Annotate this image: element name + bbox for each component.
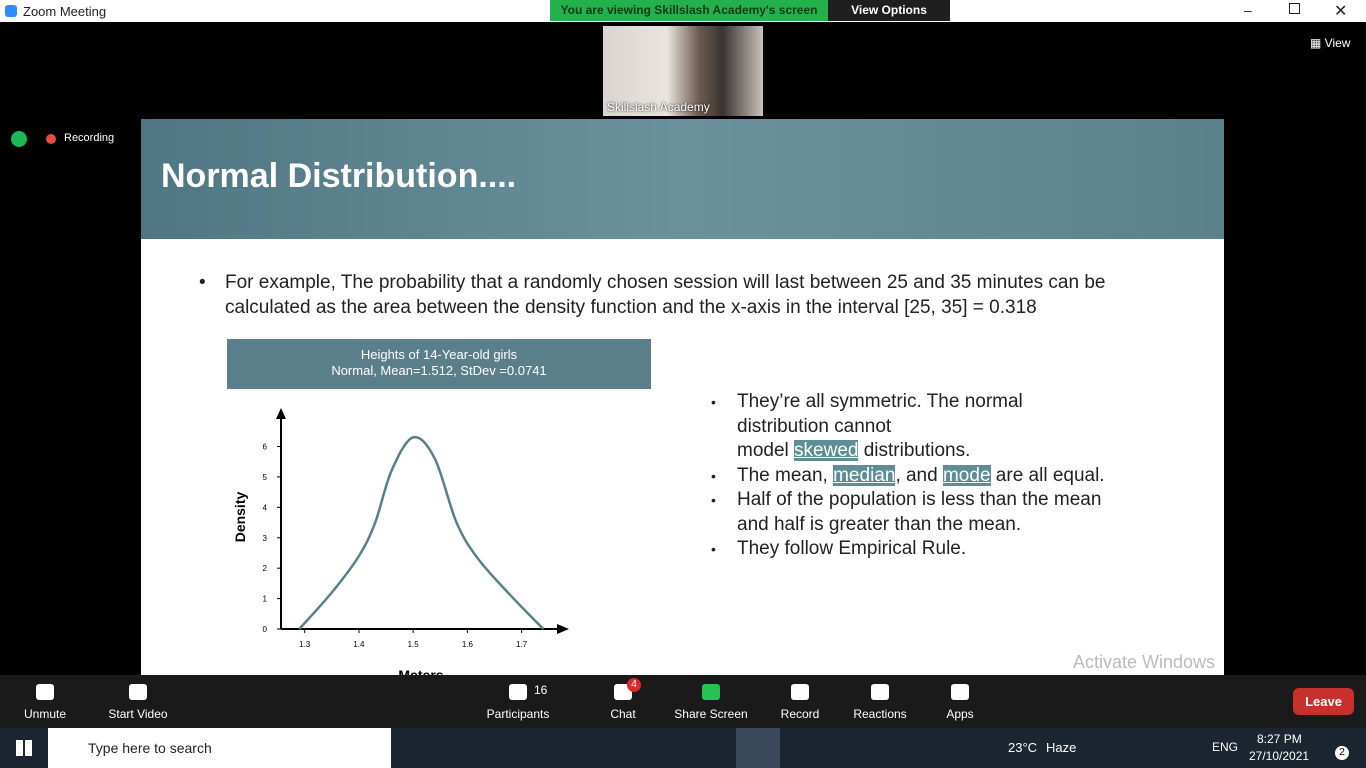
taskbar: Type here to search 23°C Haze ENG 8:27 P… (0, 728, 1366, 768)
highlighted-term: skewed (794, 440, 859, 461)
window-title: Zoom Meeting (23, 4, 107, 19)
button-icon (791, 684, 809, 700)
highlighted-term: median (833, 464, 896, 486)
button-label: Chat (610, 707, 636, 721)
point-text: They’re all symmetric. The normal distri… (737, 391, 1023, 461)
slide-header: Normal Distribution.... (141, 119, 1224, 239)
button-icon (702, 684, 720, 700)
button-icon (36, 684, 54, 700)
button-label: Share Screen (674, 707, 748, 721)
button-label: Record (780, 707, 820, 721)
toolbar-button[interactable]: Participants (473, 681, 563, 727)
x-tick-label: 1.6 (462, 640, 474, 649)
point: • Half of the population is less than the… (711, 488, 1171, 537)
button-icon (951, 684, 969, 700)
view-options[interactable]: View Options (828, 0, 950, 21)
search-box[interactable]: Type here to search (48, 728, 391, 768)
toolbar-button[interactable]: Share Screen (666, 681, 756, 727)
video-name: Skillslash Academy (607, 100, 710, 114)
y-tick-label: 2 (263, 564, 268, 573)
y-tick-label: 5 (263, 473, 268, 482)
point-text: They follow Empirical Rule. (737, 538, 967, 559)
y-axis-label: Density (232, 492, 248, 543)
leave-button[interactable]: Leave (1293, 688, 1354, 715)
x-tick-label: 1.5 (408, 640, 420, 649)
point-dot: • (711, 541, 716, 557)
y-tick-label: 6 (263, 443, 268, 452)
x-axis-label: Meters (398, 667, 443, 675)
highlighted-term: mode (942, 464, 991, 486)
bullet-dot: • (199, 272, 206, 293)
slide: Normal Distribution.... • For example, T… (141, 119, 1224, 675)
chart-title: Heights of 14-Year-old girls (360, 347, 518, 362)
toolbar-button[interactable]: Unmute (0, 681, 90, 727)
toolbar-button[interactable]: Apps (915, 681, 1005, 727)
toolbar-button[interactable]: Start Video (93, 681, 183, 727)
recording-label: Recording (64, 132, 115, 144)
participant-count: 16 (534, 683, 548, 697)
toolbar: Unmute Start Video Participants Chat Share S… (0, 675, 1366, 728)
point: • The mean, median, and mode are all equa… (711, 464, 1171, 489)
video-tile: Skillslash Academy (603, 26, 763, 116)
recording-dot (46, 134, 56, 144)
button-label: Reactions (853, 707, 907, 721)
point-text: distributions. (858, 440, 971, 461)
y-tick-label: 3 (263, 534, 268, 543)
clock-date: 27/10/2021 (1249, 749, 1310, 763)
button-label: Participants (486, 707, 550, 721)
point-dot: • (711, 492, 716, 508)
button-icon (871, 684, 889, 700)
notification-badge[interactable]: 2 (1335, 746, 1349, 760)
view-button[interactable]: ▦ View (1310, 36, 1351, 50)
point-dot: • (711, 394, 716, 410)
search-placeholder: Type here to search (88, 740, 212, 756)
chart-subtitle: Normal, Mean=1.512, StDev =0.0741 (331, 363, 547, 378)
chart: 0 1 2 3 4 5 6 1.3 1.4 1.5 1.6 1.7 Density Meters (232, 408, 569, 675)
x-tick-label: 1.3 (299, 640, 311, 649)
density-curve (298, 435, 545, 630)
x-tick-label: 1.4 (353, 640, 365, 649)
y-axis-arrow (276, 408, 286, 419)
point-text: are all equal. (990, 464, 1105, 486)
button-label: Unmute (23, 707, 67, 721)
chart-header: Heights of 14-Year-old girls Normal, Mea… (227, 339, 651, 389)
x-axis-arrow (557, 624, 569, 634)
close[interactable]: ✕ (1334, 3, 1348, 20)
y-tick-label: 0 (263, 625, 268, 634)
button-icon (509, 684, 527, 700)
point: • They’re all symmetric. The normal distr… (711, 390, 1171, 464)
button-label: Apps (946, 707, 974, 721)
point-dot: • (711, 467, 716, 484)
share-banner: You are viewing Skillslash Academy's scr… (550, 0, 828, 21)
app-icon (5, 5, 17, 17)
view-label: View (1324, 36, 1351, 50)
point-list: • They’re all symmetric. The normal distr… (711, 390, 1171, 562)
button-label: Start Video (108, 707, 168, 721)
language: ENG (1212, 740, 1239, 754)
secure-icon (11, 131, 27, 147)
zoom-task[interactable] (736, 728, 780, 768)
start-button[interactable] (16, 740, 32, 756)
clock-time: 8:27 PM (1257, 732, 1302, 746)
toolbar-button[interactable]: Reactions (835, 681, 925, 727)
slide-bullet: For example, The probability that a rand… (225, 272, 1106, 318)
x-tick-label: 1.7 (516, 640, 528, 649)
temperature: 23°C (1008, 740, 1038, 755)
watermark-title: Activate Windows (1073, 652, 1216, 672)
toolbar-button[interactable]: Chat (578, 681, 668, 727)
restore[interactable] (1289, 3, 1300, 14)
point-text: Half of the population is less than the … (737, 489, 1102, 535)
toolbar-button[interactable]: Record (755, 681, 845, 727)
slide-title: Normal Distribution.... (161, 157, 517, 195)
y-tick-label: 4 (263, 503, 268, 512)
y-tick-label: 1 (263, 595, 268, 604)
minimize[interactable]: – (1244, 2, 1252, 18)
point: • They follow Empirical Rule. (711, 537, 1171, 562)
weather: Haze (1046, 740, 1077, 755)
chat-badge: 4 (627, 678, 641, 692)
point-text: , and (895, 464, 943, 486)
button-icon (129, 684, 147, 700)
point-text: The mean, (737, 464, 834, 486)
